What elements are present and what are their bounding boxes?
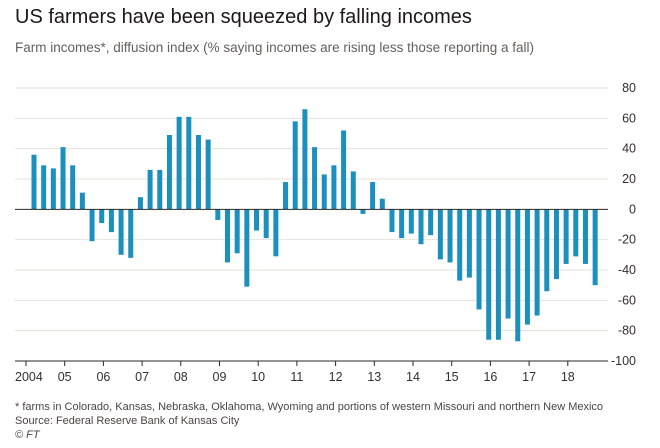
- y-tick-label: -100: [611, 354, 636, 368]
- bar: [312, 147, 318, 210]
- bar: [592, 209, 598, 286]
- bar: [573, 209, 579, 257]
- bar: [399, 209, 405, 239]
- bar: [292, 121, 298, 210]
- bar: [31, 154, 37, 210]
- x-tick-label: 16: [483, 370, 497, 384]
- bar: [89, 209, 95, 242]
- bar: [147, 169, 153, 210]
- bar: [428, 209, 434, 236]
- bar: [495, 209, 501, 340]
- bar: [302, 109, 308, 210]
- x-tick-label: 12: [329, 370, 343, 384]
- x-tick-label: 09: [213, 370, 227, 384]
- bar: [60, 147, 66, 210]
- y-tick-label: -40: [618, 263, 636, 277]
- bar: [234, 209, 240, 254]
- ft-credit: © FT: [15, 429, 40, 441]
- x-tick-label: 05: [58, 370, 72, 384]
- chart-title: US farmers have been squeezed by falling…: [15, 6, 472, 28]
- bar: [50, 168, 56, 210]
- bar: [389, 209, 395, 233]
- bar: [553, 209, 559, 280]
- bar: [457, 209, 463, 281]
- y-tick-label: 0: [629, 202, 636, 216]
- bar: [263, 209, 269, 239]
- bar: [254, 209, 260, 231]
- x-tick-label: 18: [561, 370, 575, 384]
- bar: [283, 182, 289, 210]
- chart-subtitle: Farm incomes*, diffusion index (% saying…: [15, 40, 534, 55]
- axis-layer: -100 -80 -60 -40 -20 0 20 40 60 80 2004 05 06 07 08 09 1…: [15, 81, 636, 384]
- bar: [418, 209, 424, 245]
- x-tick-label: 2004: [15, 370, 43, 384]
- bar: [157, 169, 163, 210]
- y-tick-label: 40: [622, 142, 636, 156]
- bar: [79, 192, 85, 210]
- bar: [41, 165, 47, 210]
- bar: [166, 135, 172, 210]
- bar: [408, 209, 414, 234]
- bar: [341, 130, 347, 210]
- bar: [350, 171, 356, 210]
- bar: [370, 182, 376, 210]
- x-tick-label: 07: [135, 370, 149, 384]
- bar: [505, 209, 511, 319]
- bar: [321, 174, 327, 210]
- x-tick-label: 11: [290, 370, 303, 384]
- x-tick-label: 15: [445, 370, 459, 384]
- bar: [225, 209, 230, 263]
- bar: [447, 209, 453, 263]
- bar: [534, 209, 540, 316]
- footnote: * farms in Colorado, Kansas, Nebraska, O…: [15, 401, 604, 413]
- y-tick-label: 60: [622, 111, 636, 125]
- bar: [273, 209, 279, 257]
- x-tick-label: 13: [367, 370, 381, 384]
- x-tick-label: 08: [174, 370, 188, 384]
- bar: [186, 116, 192, 210]
- bar: [360, 209, 366, 214]
- bar: [437, 209, 443, 260]
- bar: [176, 116, 182, 210]
- bar: [215, 209, 221, 220]
- y-tick-label: -80: [618, 324, 636, 338]
- bar: [128, 209, 134, 258]
- bar: [544, 209, 550, 292]
- bar: [524, 209, 530, 325]
- bar: [515, 209, 521, 342]
- bar: [195, 135, 201, 210]
- y-tick-label: -60: [618, 293, 636, 307]
- bar: [99, 209, 105, 223]
- x-tick-label: 06: [96, 370, 110, 384]
- y-tick-label: 80: [622, 81, 636, 95]
- bar: [486, 209, 492, 340]
- x-tick-label: 14: [406, 370, 420, 384]
- bar: [476, 209, 482, 310]
- bar: [70, 165, 76, 210]
- bar: [108, 209, 114, 233]
- bar: [379, 198, 385, 210]
- bar: [331, 165, 337, 210]
- bar: [118, 209, 124, 255]
- y-tick-label: -20: [618, 233, 636, 247]
- bar: [563, 209, 569, 264]
- bar: [582, 209, 588, 264]
- bar: [137, 197, 143, 210]
- x-tick-label: 17: [522, 370, 536, 384]
- x-tick-label: 10: [251, 370, 265, 384]
- bar: [466, 209, 472, 278]
- bar-layer: [31, 109, 598, 342]
- bar: [205, 139, 211, 210]
- bar: [244, 209, 250, 287]
- source-note: Source: Federal Reserve Bank of Kansas C…: [15, 415, 240, 427]
- y-tick-label: 20: [622, 172, 636, 186]
